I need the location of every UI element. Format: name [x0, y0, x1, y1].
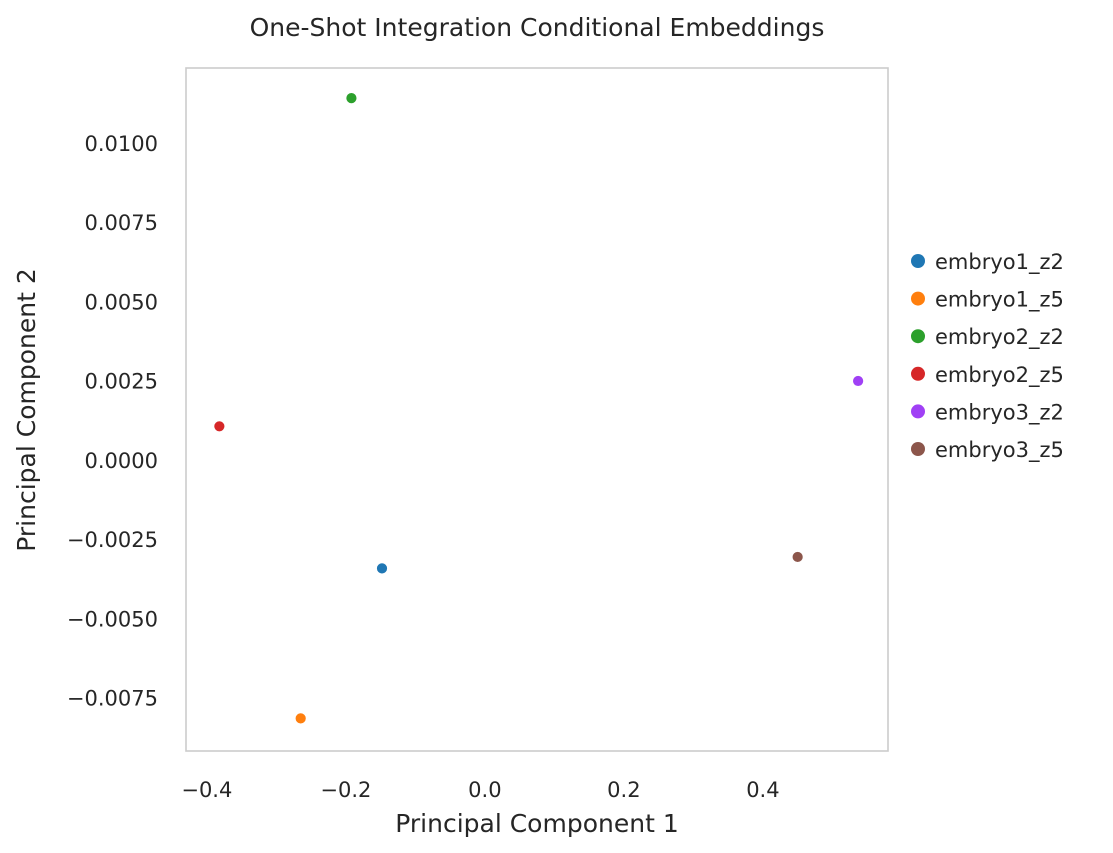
y-tick-label: −0.0050 — [67, 607, 158, 631]
x-tick-label: 0.0 — [468, 778, 501, 802]
y-tick-label: 0.0075 — [85, 211, 158, 235]
y-tick-label: 0.0100 — [85, 132, 158, 156]
legend-item: embryo3_z5 — [911, 438, 1064, 463]
y-tick-label: 0.0025 — [85, 370, 158, 394]
x-tick-label: −0.2 — [320, 778, 371, 802]
legend-item: embryo2_z5 — [911, 363, 1064, 388]
legend-marker — [911, 366, 925, 381]
legend-marker — [911, 254, 925, 268]
legend-label: embryo1_z2 — [935, 250, 1064, 275]
point-embryo1-z5 — [294, 712, 307, 725]
point-embryo3-z2 — [852, 375, 865, 387]
legend-marker — [911, 329, 925, 344]
point-embryo2-z2 — [345, 92, 358, 105]
legend-marker — [911, 404, 925, 419]
legend-label: embryo2_z2 — [935, 325, 1064, 350]
x-tick-label: −0.4 — [181, 778, 232, 802]
y-tick-label: −0.0025 — [67, 528, 158, 552]
x-tick-label: 0.4 — [746, 778, 779, 802]
legend-label: embryo1_z5 — [935, 288, 1064, 313]
y-tick-label: 0.0050 — [85, 290, 158, 314]
legend-label: embryo3_z2 — [935, 400, 1064, 425]
y-axis-ticks: −0.0075 −0.0050 −0.0025 0.0000 0.0025 0.0050 0… — [67, 132, 158, 711]
point-embryo2-z5 — [213, 420, 226, 433]
legend-item: embryo1_z2 — [911, 250, 1064, 275]
legend-item: embryo2_z2 — [911, 325, 1064, 350]
x-tick-label: 0.2 — [607, 778, 640, 802]
y-tick-label: −0.0075 — [67, 687, 158, 711]
plot-area-frame — [185, 67, 889, 752]
y-tick-label: 0.0000 — [85, 449, 158, 473]
data-points — [213, 92, 865, 725]
y-axis-label: Principal Component 2 — [12, 268, 41, 551]
legend-label: embryo3_z5 — [935, 438, 1064, 463]
legend-marker — [911, 291, 925, 306]
legend-item: embryo1_z5 — [911, 288, 1064, 313]
point-embryo1-z2 — [376, 562, 388, 575]
legend: embryo1_z2 embryo1_z5 embryo2_z2 embryo2_z5… — [911, 250, 1064, 463]
point-embryo3-z5 — [791, 551, 804, 563]
legend-item: embryo3_z2 — [911, 400, 1064, 425]
x-axis-label: Principal Component 1 — [395, 809, 678, 838]
x-axis-ticks: −0.4 −0.2 0.0 0.2 0.4 — [181, 778, 779, 802]
chart-title: One-Shot Integration Conditional Embeddi… — [250, 13, 825, 42]
legend-label: embryo2_z5 — [935, 363, 1064, 388]
legend-marker — [911, 442, 925, 456]
